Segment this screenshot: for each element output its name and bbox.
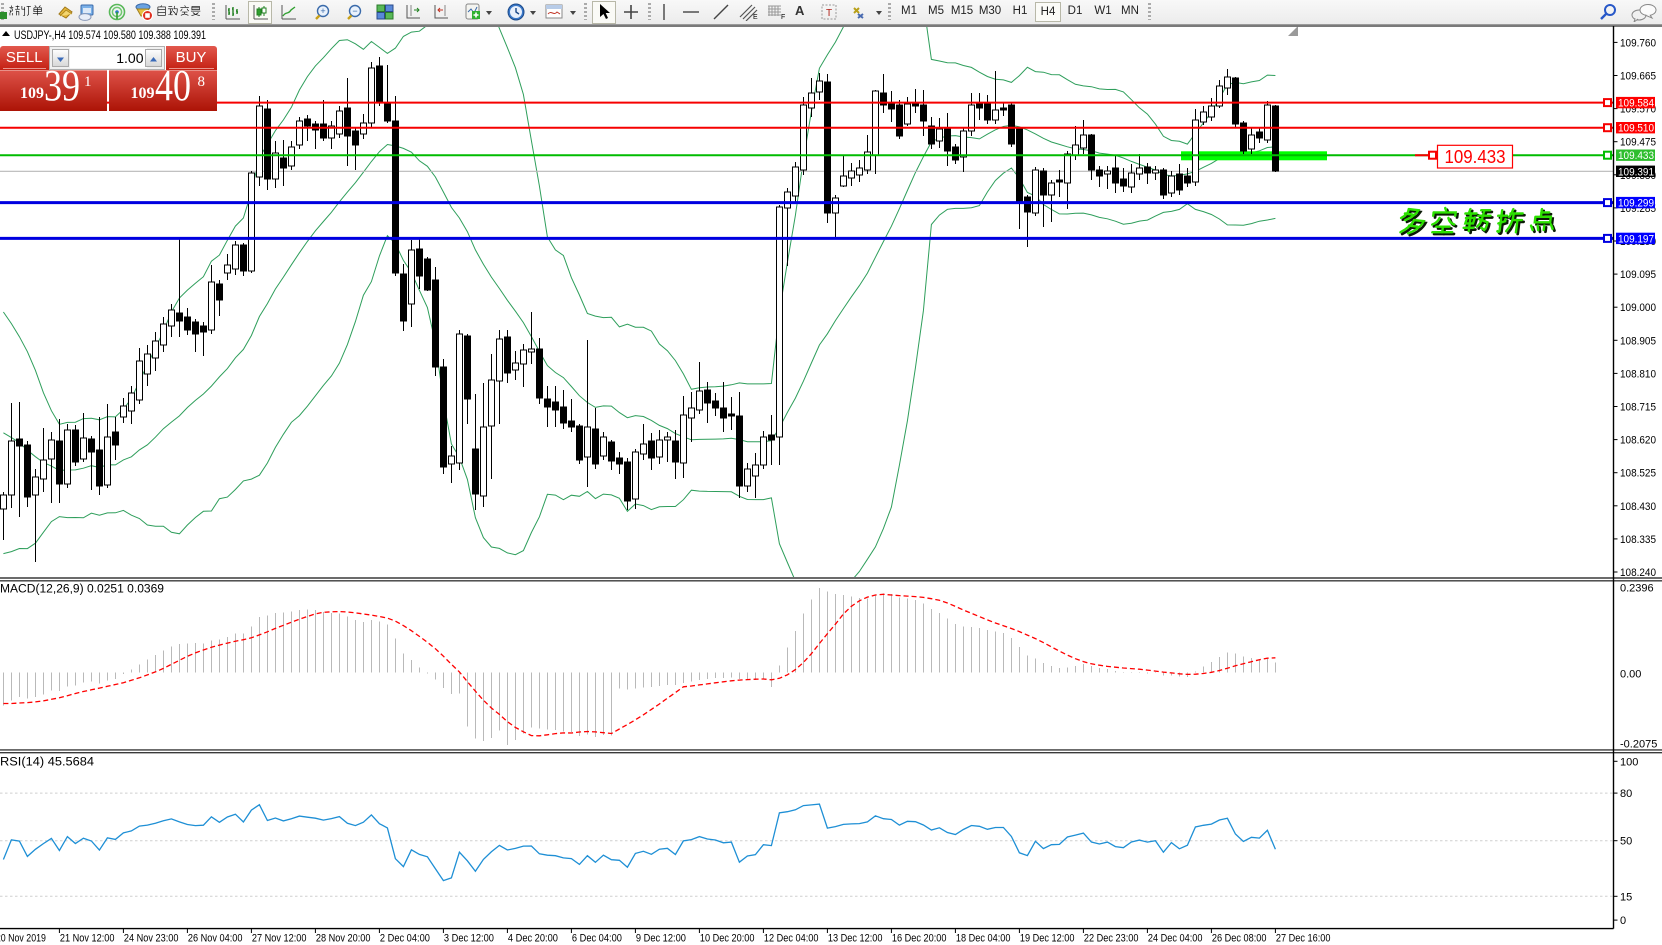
svg-text:12 Dec 04:00: 12 Dec 04:00 [764,933,819,945]
svg-text:E: E [753,14,758,21]
svg-text:109.391: 109.391 [1618,166,1654,178]
svg-text:16 Dec 20:00: 16 Dec 20:00 [892,933,947,945]
svg-text:-0.2075: -0.2075 [1620,738,1657,750]
svg-text:2 Dec 04:00: 2 Dec 04:00 [380,933,430,945]
svg-text:21 Nov 12:00: 21 Nov 12:00 [60,933,115,945]
svg-text:24 Nov 23:00: 24 Nov 23:00 [124,933,179,945]
svg-text:108.430: 108.430 [1620,501,1656,513]
svg-text:6 Dec 04:00: 6 Dec 04:00 [572,933,622,945]
svg-text:109.584: 109.584 [1618,98,1654,110]
svg-text:109.095: 109.095 [1620,269,1656,281]
svg-text:109.000: 109.000 [1620,302,1656,314]
svg-text:0.00: 0.00 [1620,669,1641,681]
svg-text:108.810: 108.810 [1620,368,1656,380]
svg-text:9 Dec 12:00: 9 Dec 12:00 [636,933,686,945]
svg-text:13 Dec 12:00: 13 Dec 12:00 [828,933,883,945]
svg-text:50: 50 [1620,836,1632,848]
svg-text:28 Nov 20:00: 28 Nov 20:00 [316,933,371,945]
svg-text:MACD(12,26,9) 0.0251 0.0369: MACD(12,26,9) 0.0251 0.0369 [0,584,164,596]
svg-text:109.475: 109.475 [1620,137,1656,149]
svg-text:109.299: 109.299 [1618,198,1654,210]
svg-text:108.620: 108.620 [1620,435,1656,447]
svg-text:108.905: 108.905 [1620,335,1656,347]
svg-text:108.715: 108.715 [1620,402,1656,414]
svg-text:109.197: 109.197 [1618,233,1654,245]
svg-text:10 Dec 20:00: 10 Dec 20:00 [700,933,755,945]
svg-text:T: T [826,8,832,19]
svg-text:27 Dec 16:00: 27 Dec 16:00 [1276,933,1331,945]
svg-text:109.510: 109.510 [1618,123,1654,135]
svg-text:15: 15 [1620,891,1632,903]
svg-text:109.665: 109.665 [1620,71,1656,83]
svg-text:109.760: 109.760 [1620,37,1656,49]
svg-text:26 Nov 04:00: 26 Nov 04:00 [188,933,243,945]
svg-text:109.433: 109.433 [1445,147,1506,167]
svg-text:RSI(14) 45.5684: RSI(14) 45.5684 [0,757,95,769]
svg-text:20 Nov 2019: 20 Nov 2019 [0,933,46,945]
svg-text:109.433: 109.433 [1618,150,1654,162]
svg-text:26 Dec 08:00: 26 Dec 08:00 [1212,933,1267,945]
svg-text:+: + [320,6,325,16]
svg-text:−: − [352,6,357,16]
svg-text:24 Dec 04:00: 24 Dec 04:00 [1148,933,1203,945]
svg-text:4 Dec 20:00: 4 Dec 20:00 [508,933,558,945]
svg-text:108.240: 108.240 [1620,567,1656,579]
svg-text:3 Dec 12:00: 3 Dec 12:00 [444,933,494,945]
svg-text:108.335: 108.335 [1620,534,1656,546]
svg-text:27 Nov 12:00: 27 Nov 12:00 [252,933,307,945]
svg-text:22 Dec 23:00: 22 Dec 23:00 [1084,933,1139,945]
svg-text:USDJPY-,H4 109.574 109.580 10: USDJPY-,H4 109.574 109.580 109.388 109.3… [14,30,206,42]
svg-text:F: F [781,14,785,21]
svg-text:0: 0 [1620,915,1626,927]
svg-text:0.2396: 0.2396 [1620,583,1654,595]
svg-text:80: 80 [1620,788,1632,800]
svg-text:18 Dec 04:00: 18 Dec 04:00 [956,933,1011,945]
svg-text:19 Dec 12:00: 19 Dec 12:00 [1020,933,1075,945]
svg-text:100: 100 [1620,756,1638,768]
svg-text:108.525: 108.525 [1620,468,1656,480]
